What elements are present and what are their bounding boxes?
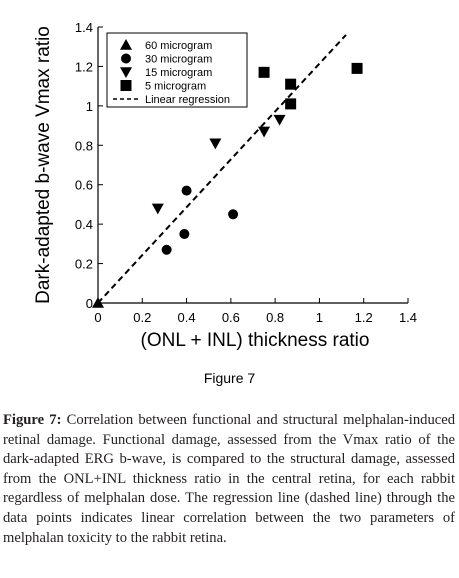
data-point (273, 114, 286, 126)
legend-entry-label: 30 microgram (145, 54, 212, 66)
y-tick-label: 0.2 (75, 257, 93, 272)
data-point (258, 66, 270, 78)
y-tick-label: 0.4 (75, 217, 93, 232)
x-tick-label: 0.2 (133, 310, 151, 325)
legend-entry-label: 15 microgram (145, 67, 212, 79)
x-tick-label: 0 (94, 310, 101, 325)
data-point (151, 203, 164, 215)
x-tick-label: 0.8 (266, 310, 284, 325)
figure-label: Figure 7 (203, 370, 256, 386)
x-tick-label: 1.4 (399, 310, 417, 325)
y-tick-label: 1.4 (75, 20, 93, 35)
scatter-chart: 0 0.2 0.4 0.6 0.8 1 1.2 1.4 0 0.2 0.4 0.6 0.8 1 1.2 1.4… (33, 20, 417, 351)
legend-swatch (121, 53, 131, 64)
y-axis-label: Dark-adapted b-wave Vmax ratio (33, 26, 54, 304)
legend-swatch (120, 39, 132, 50)
data-point (161, 244, 172, 255)
figure-caption: Figure 7: Correlation between functional… (3, 411, 455, 548)
y-tick-label: 1.2 (75, 59, 93, 74)
x-tick-label: 1.2 (355, 310, 373, 325)
data-point (258, 126, 271, 138)
data-point (179, 229, 190, 239)
data-point (351, 62, 363, 74)
x-tick-label: 0.6 (222, 310, 240, 325)
legend-swatch (120, 67, 132, 78)
y-tick-label: 0 (86, 296, 93, 311)
data-point (209, 138, 222, 150)
chart-ticks: 0 0.2 0.4 0.6 0.8 1 1.2 1.4 0 0.2 0.4 0.6 0.8 1 1.2 1.4 (75, 20, 417, 325)
legend-entry-label: 5 microgram (145, 81, 206, 93)
data-points (92, 62, 363, 308)
data-point (181, 185, 192, 196)
legend-swatch (120, 80, 132, 91)
caption-body: Correlation between functional and struc… (3, 412, 455, 546)
legend-entry-label: Linear regression (145, 94, 230, 106)
caption-head: Figure 7: (3, 412, 62, 428)
y-tick-label: 0.8 (75, 138, 93, 153)
y-tick-label: 1 (86, 99, 93, 114)
y-tick-label: 0.6 (75, 178, 93, 193)
chart-axes (97, 27, 408, 304)
data-point (228, 209, 239, 220)
data-point (285, 78, 297, 90)
x-axis-label: (ONL + INL) thickness ratio (141, 330, 370, 351)
legend-entry-label: 60 microgram (145, 40, 212, 52)
data-point (285, 98, 297, 110)
regression-line (97, 34, 347, 304)
x-tick-label: 1 (316, 310, 323, 325)
x-tick-label: 0.4 (178, 310, 196, 325)
regression-line-group (97, 34, 347, 304)
data-point (92, 297, 104, 308)
